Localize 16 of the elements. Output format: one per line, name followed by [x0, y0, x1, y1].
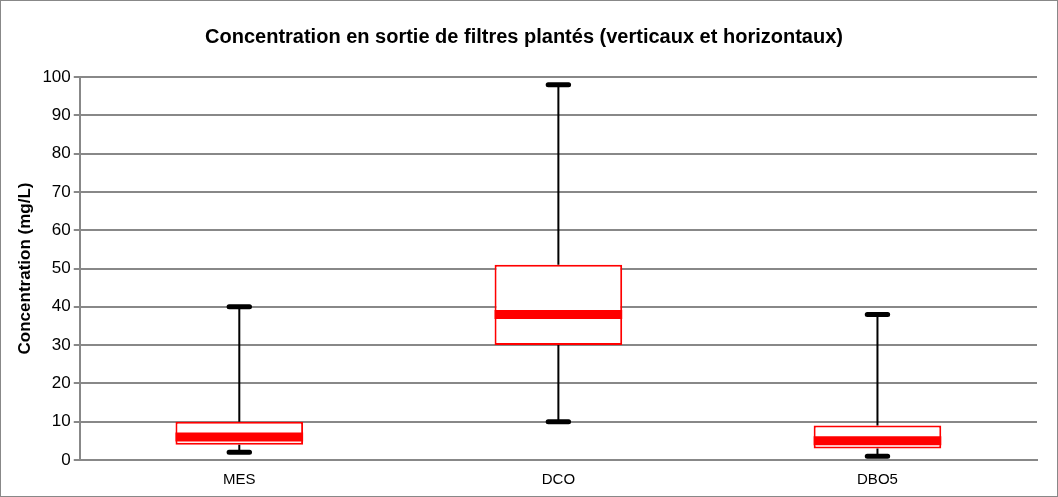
y-tick-label: 0	[61, 449, 71, 469]
y-tick-label: 60	[51, 219, 71, 239]
x-tick-label: MES	[223, 470, 256, 488]
y-tick-label: 80	[51, 143, 71, 163]
x-tick-label: DBO5	[857, 470, 898, 488]
y-tick-label: 30	[51, 334, 71, 354]
y-tick-label: 70	[51, 181, 71, 201]
x-tick-label: DCO	[541, 470, 576, 488]
chart-title: Concentration en sortie de filtres plantés (verticaux et horizontaux)	[205, 24, 843, 47]
y-tick-label: 100	[42, 66, 71, 86]
y-axis-title: Concentration (mg/L)	[14, 182, 34, 355]
y-tick-label: 40	[51, 296, 71, 316]
y-tick-label: 50	[51, 258, 71, 278]
y-tick-label: 90	[51, 104, 71, 124]
y-tick-label: 10	[51, 411, 71, 431]
y-tick-label: 20	[51, 373, 71, 393]
